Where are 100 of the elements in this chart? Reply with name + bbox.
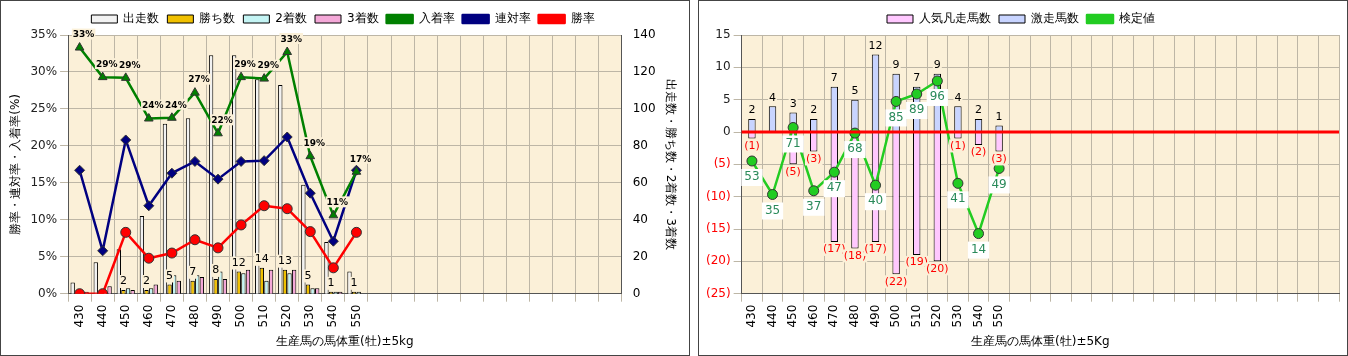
x-tick-label: 530 [302, 304, 317, 328]
legend-label: 検定値 [1119, 11, 1155, 26]
y2-tick-label: 120 [632, 64, 656, 79]
legend-label: 激走馬数 [1031, 11, 1079, 26]
data-label: 5 [304, 268, 312, 282]
data-label: 7 [830, 71, 838, 85]
legend-label: 出走数 [123, 11, 160, 26]
data-label: 14 [254, 252, 269, 266]
data-label: 12 [231, 255, 246, 269]
y2-tick-label: 20 [632, 248, 648, 263]
data-label: 40 [867, 193, 884, 208]
data-label: 19% [303, 138, 326, 149]
data-label: 9 [933, 58, 941, 72]
data-label: (20) [926, 261, 949, 275]
x-tick-label: 470 [164, 304, 178, 328]
x-tick-label: 510 [256, 304, 271, 328]
y-tick-label: (10) [705, 188, 731, 203]
x-tick-label: 480 [187, 304, 202, 328]
data-label: 27% [188, 74, 210, 85]
data-label: 5 [166, 268, 174, 282]
data-label: 7 [189, 265, 197, 279]
data-label: (22) [884, 274, 908, 288]
legend-label: 連対率 [494, 11, 531, 26]
y-tick-label: 20% [30, 137, 58, 152]
legend-label: 3着数 [347, 11, 379, 26]
data-label: 24% [142, 100, 164, 111]
y-tick-label: 15 [715, 27, 731, 42]
x-tick-label: 460 [805, 304, 820, 328]
y2-tick-label: 60 [632, 174, 648, 189]
y2-tick-label: 140 [632, 27, 656, 42]
data-label: 8 [212, 263, 220, 277]
x-tick-label: 490 [867, 304, 882, 328]
data-label: 22% [211, 115, 233, 126]
legend-label: 2着数 [275, 11, 308, 26]
data-label: (2) [970, 145, 987, 159]
x-tick-label: 530 [950, 304, 965, 328]
y-tick-label: 10 [715, 59, 731, 74]
y2-tick-label: 0 [632, 285, 641, 300]
data-label: 1 [995, 109, 1003, 123]
y-tick-label: 0 [722, 124, 731, 139]
data-label: 53 [744, 169, 760, 184]
data-label: 33% [72, 29, 95, 40]
data-label: (3) [805, 151, 822, 165]
data-label: 2 [975, 103, 983, 117]
y-tick-label: 35% [30, 27, 58, 42]
data-label: 29% [95, 58, 118, 69]
x-tick-label: 550 [348, 304, 363, 328]
data-label: 47 [826, 180, 842, 195]
data-label: 4 [769, 90, 777, 104]
data-label: 96 [929, 89, 945, 104]
data-label: 4 [954, 90, 962, 104]
legend-label: 入着率 [418, 11, 455, 26]
data-label: (1) [950, 138, 966, 152]
y-tick-label: 5 [722, 91, 731, 106]
data-label: 17% [349, 153, 372, 164]
data-label: 29% [257, 60, 279, 71]
x-axis-title: 生産馬の馬体重(牡)±5Kg [971, 333, 1110, 348]
y-tick-label: 5% [38, 248, 58, 263]
y-tick-label: 0% [38, 285, 58, 300]
y-tick-label: (15) [705, 221, 731, 236]
data-label: 49 [991, 176, 1007, 191]
y-tick-label: 10% [30, 211, 58, 226]
y2-tick-label: 40 [632, 211, 648, 226]
y2-axis-title: 出走数・勝ち数・2着数・3着数 [663, 78, 678, 250]
data-label: (1) [744, 138, 760, 152]
data-label: 37 [806, 198, 822, 213]
data-label: (17) [864, 242, 887, 256]
y-axis-title: 勝率・連対率・入着率(%) [8, 93, 23, 235]
data-label: 9 [892, 58, 900, 72]
x-tick-label: 540 [970, 304, 985, 328]
x-tick-label: 510 [908, 304, 923, 328]
data-label: 2 [810, 103, 818, 117]
data-label: (3) [991, 151, 1007, 165]
legend-label: 勝ち数 [199, 11, 236, 26]
y-tick-label: (5) [713, 156, 731, 171]
y-tick-label: (25) [705, 285, 731, 300]
data-label: 3 [789, 96, 797, 110]
y-tick-label: (20) [705, 253, 731, 268]
x-tick-label: 500 [888, 304, 903, 328]
data-label: 24% [165, 99, 187, 110]
data-label: 7 [913, 71, 921, 85]
x-tick-label: 480 [847, 304, 862, 328]
x-tick-label: 450 [117, 304, 132, 328]
x-tick-label: 490 [210, 304, 225, 328]
data-label: 29% [118, 59, 141, 70]
data-label: 14 [970, 241, 987, 256]
x-tick-label: 460 [140, 304, 155, 328]
x-tick-label: 430 [744, 304, 759, 328]
x-tick-label: 520 [279, 304, 294, 328]
x-tick-label: 520 [929, 304, 944, 328]
data-label: 33% [280, 33, 302, 44]
y2-tick-label: 80 [632, 137, 648, 152]
data-label: 2 [119, 274, 127, 288]
data-label: 12 [868, 38, 883, 52]
data-label: 71 [785, 135, 801, 150]
data-label: 13 [277, 254, 292, 268]
y-tick-label: 25% [30, 101, 58, 116]
x-tick-label: 450 [785, 304, 800, 328]
data-label: 5 [851, 84, 859, 98]
y2-tick-label: 100 [632, 101, 656, 116]
